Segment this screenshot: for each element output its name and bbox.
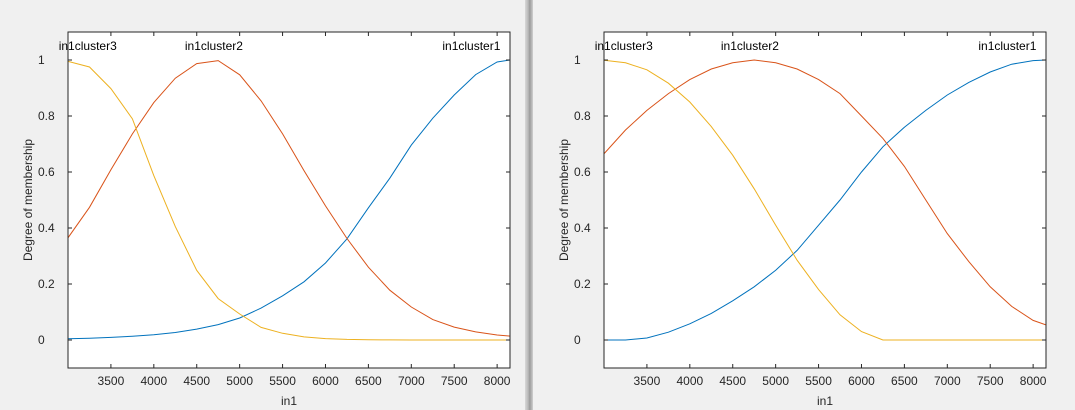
y-tick-label: 0.6 — [38, 165, 55, 179]
x-tick-label: 5000 — [226, 374, 253, 388]
y-axis-label: Degree of membership — [557, 139, 571, 261]
mf-label-in1cluster1: in1cluster1 — [442, 39, 500, 53]
x-tick-label: 7000 — [398, 374, 425, 388]
y-tick-label: 0 — [574, 333, 581, 347]
series-line-in1cluster3 — [604, 59, 1046, 341]
y-axis-label: Degree of membership — [21, 139, 35, 261]
left-figure-panel: 3500 4000 4500 5000 5500 6000 6500 7000 7500 8000… — [0, 0, 525, 410]
series-line-in1cluster3 — [68, 60, 510, 341]
x-tick-label: 3500 — [634, 374, 661, 388]
mf-label-in1cluster2: in1cluster2 — [185, 39, 243, 53]
mf-label-in1cluster1: in1cluster1 — [978, 39, 1036, 53]
x-tick-label: 4000 — [676, 374, 703, 388]
mf-label-in1cluster2: in1cluster2 — [721, 39, 779, 53]
axes-box — [603, 31, 1047, 369]
series-line-in1cluster2 — [68, 60, 510, 337]
window-divider[interactable] — [525, 0, 533, 410]
y-tick-label: 0.2 — [38, 277, 55, 291]
series-line-in1cluster1 — [604, 59, 1046, 341]
x-tick-label: 8000 — [484, 374, 511, 388]
x-tick-label: 7500 — [441, 374, 468, 388]
x-axis-label: in1 — [281, 394, 297, 408]
x-tick-label: 3500 — [98, 374, 125, 388]
x-tick-label: 4500 — [719, 374, 746, 388]
y-tick-label: 0.8 — [38, 109, 55, 123]
y-tick-label: 0.4 — [38, 221, 55, 235]
x-tick-label: 6000 — [848, 374, 875, 388]
x-tick-label: 5500 — [269, 374, 296, 388]
right-figure-panel: 3500 4000 4500 5000 5500 6000 6500 7000 7500 8000… — [533, 0, 1075, 410]
membership-chart: 3500 4000 4500 5000 5500 6000 6500 7000 7500 8000… — [557, 31, 1047, 408]
mf-label-in1cluster3: in1cluster3 — [59, 39, 117, 53]
x-tick-label: 5500 — [805, 374, 832, 388]
x-tick-label: 4500 — [183, 374, 210, 388]
x-tick-label: 6500 — [891, 374, 918, 388]
x-tick-label: 6500 — [355, 374, 382, 388]
x-tick-label: 4000 — [140, 374, 167, 388]
y-tick-label: 0.4 — [574, 221, 591, 235]
y-tick-label: 0.6 — [574, 165, 591, 179]
membership-chart: 3500 4000 4500 5000 5500 6000 6500 7000 7500 8000… — [21, 31, 511, 408]
y-tick-label: 1 — [574, 53, 581, 67]
series-line-in1cluster2 — [604, 59, 1046, 326]
y-tick-label: 0.2 — [574, 277, 591, 291]
x-axis-label: in1 — [817, 394, 833, 408]
y-tick-label: 0 — [38, 333, 45, 347]
y-tick-label: 1 — [38, 53, 45, 67]
x-tick-label: 5000 — [762, 374, 789, 388]
axes-box — [67, 31, 511, 369]
mf-label-in1cluster3: in1cluster3 — [595, 39, 653, 53]
plot-area — [68, 32, 510, 368]
series-line-in1cluster1 — [68, 59, 510, 340]
y-tick-label: 0.8 — [574, 109, 591, 123]
x-tick-label: 6000 — [312, 374, 339, 388]
plot-area — [604, 32, 1046, 368]
x-tick-label: 8000 — [1020, 374, 1047, 388]
x-tick-label: 7000 — [934, 374, 961, 388]
x-tick-label: 7500 — [977, 374, 1004, 388]
